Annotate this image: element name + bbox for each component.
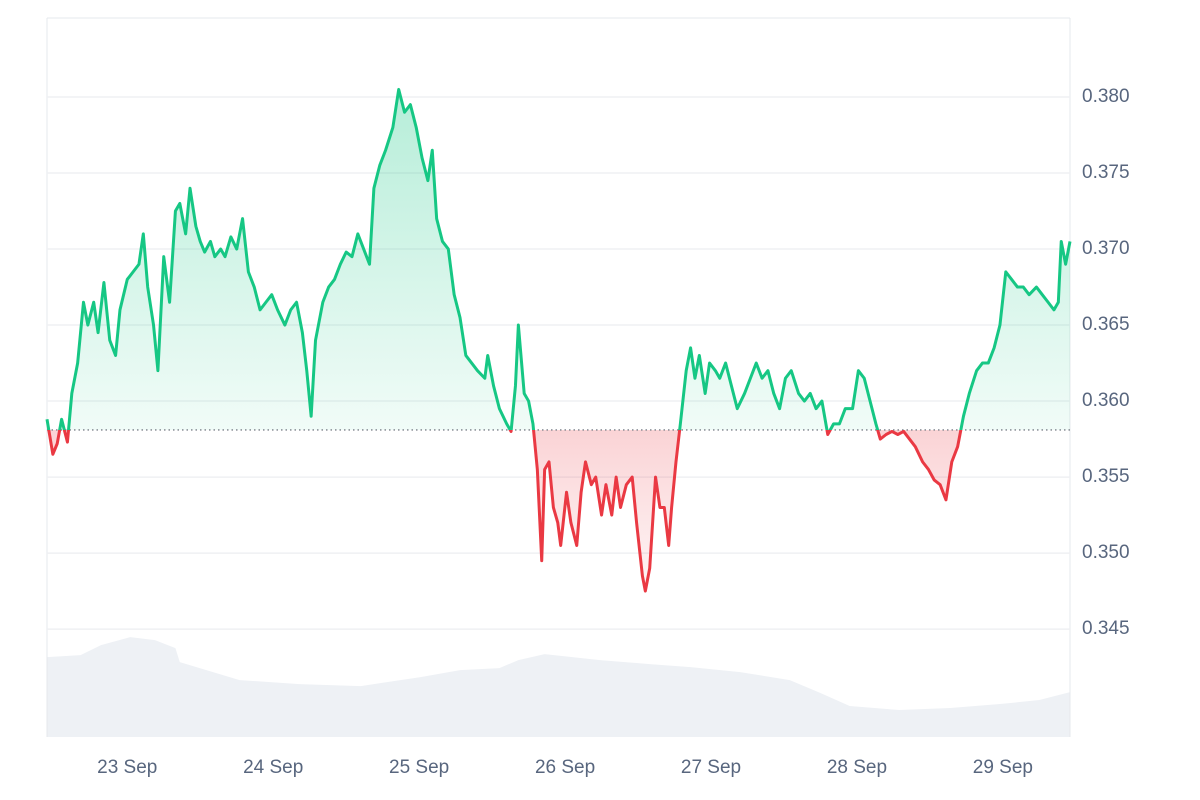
x-tick-label: 29 Sep [973,757,1033,778]
area-below [47,429,1070,592]
x-tick-label: 27 Sep [681,757,741,778]
price-line [45,87,1072,593]
x-tick-label: 28 Sep [827,757,887,778]
y-tick-label: 0.365 [1082,314,1130,335]
y-tick-label: 0.380 [1082,86,1130,107]
y-tick-label: 0.370 [1082,238,1130,259]
y-tick-label: 0.345 [1082,618,1130,639]
x-tick-label: 24 Sep [243,757,303,778]
x-tick-label: 25 Sep [389,757,449,778]
x-tick-label: 23 Sep [97,757,157,778]
y-tick-label: 0.355 [1082,466,1130,487]
y-tick-label: 0.350 [1082,542,1130,563]
x-tick-label: 26 Sep [535,757,595,778]
volume-area [47,637,1070,737]
plot: 0.345 0.350 0.355 0.360 0.365 0.370 0.375 0.380… [45,17,1130,778]
y-tick-label: 0.360 [1082,390,1130,411]
y-tick-label: 0.375 [1082,162,1130,183]
